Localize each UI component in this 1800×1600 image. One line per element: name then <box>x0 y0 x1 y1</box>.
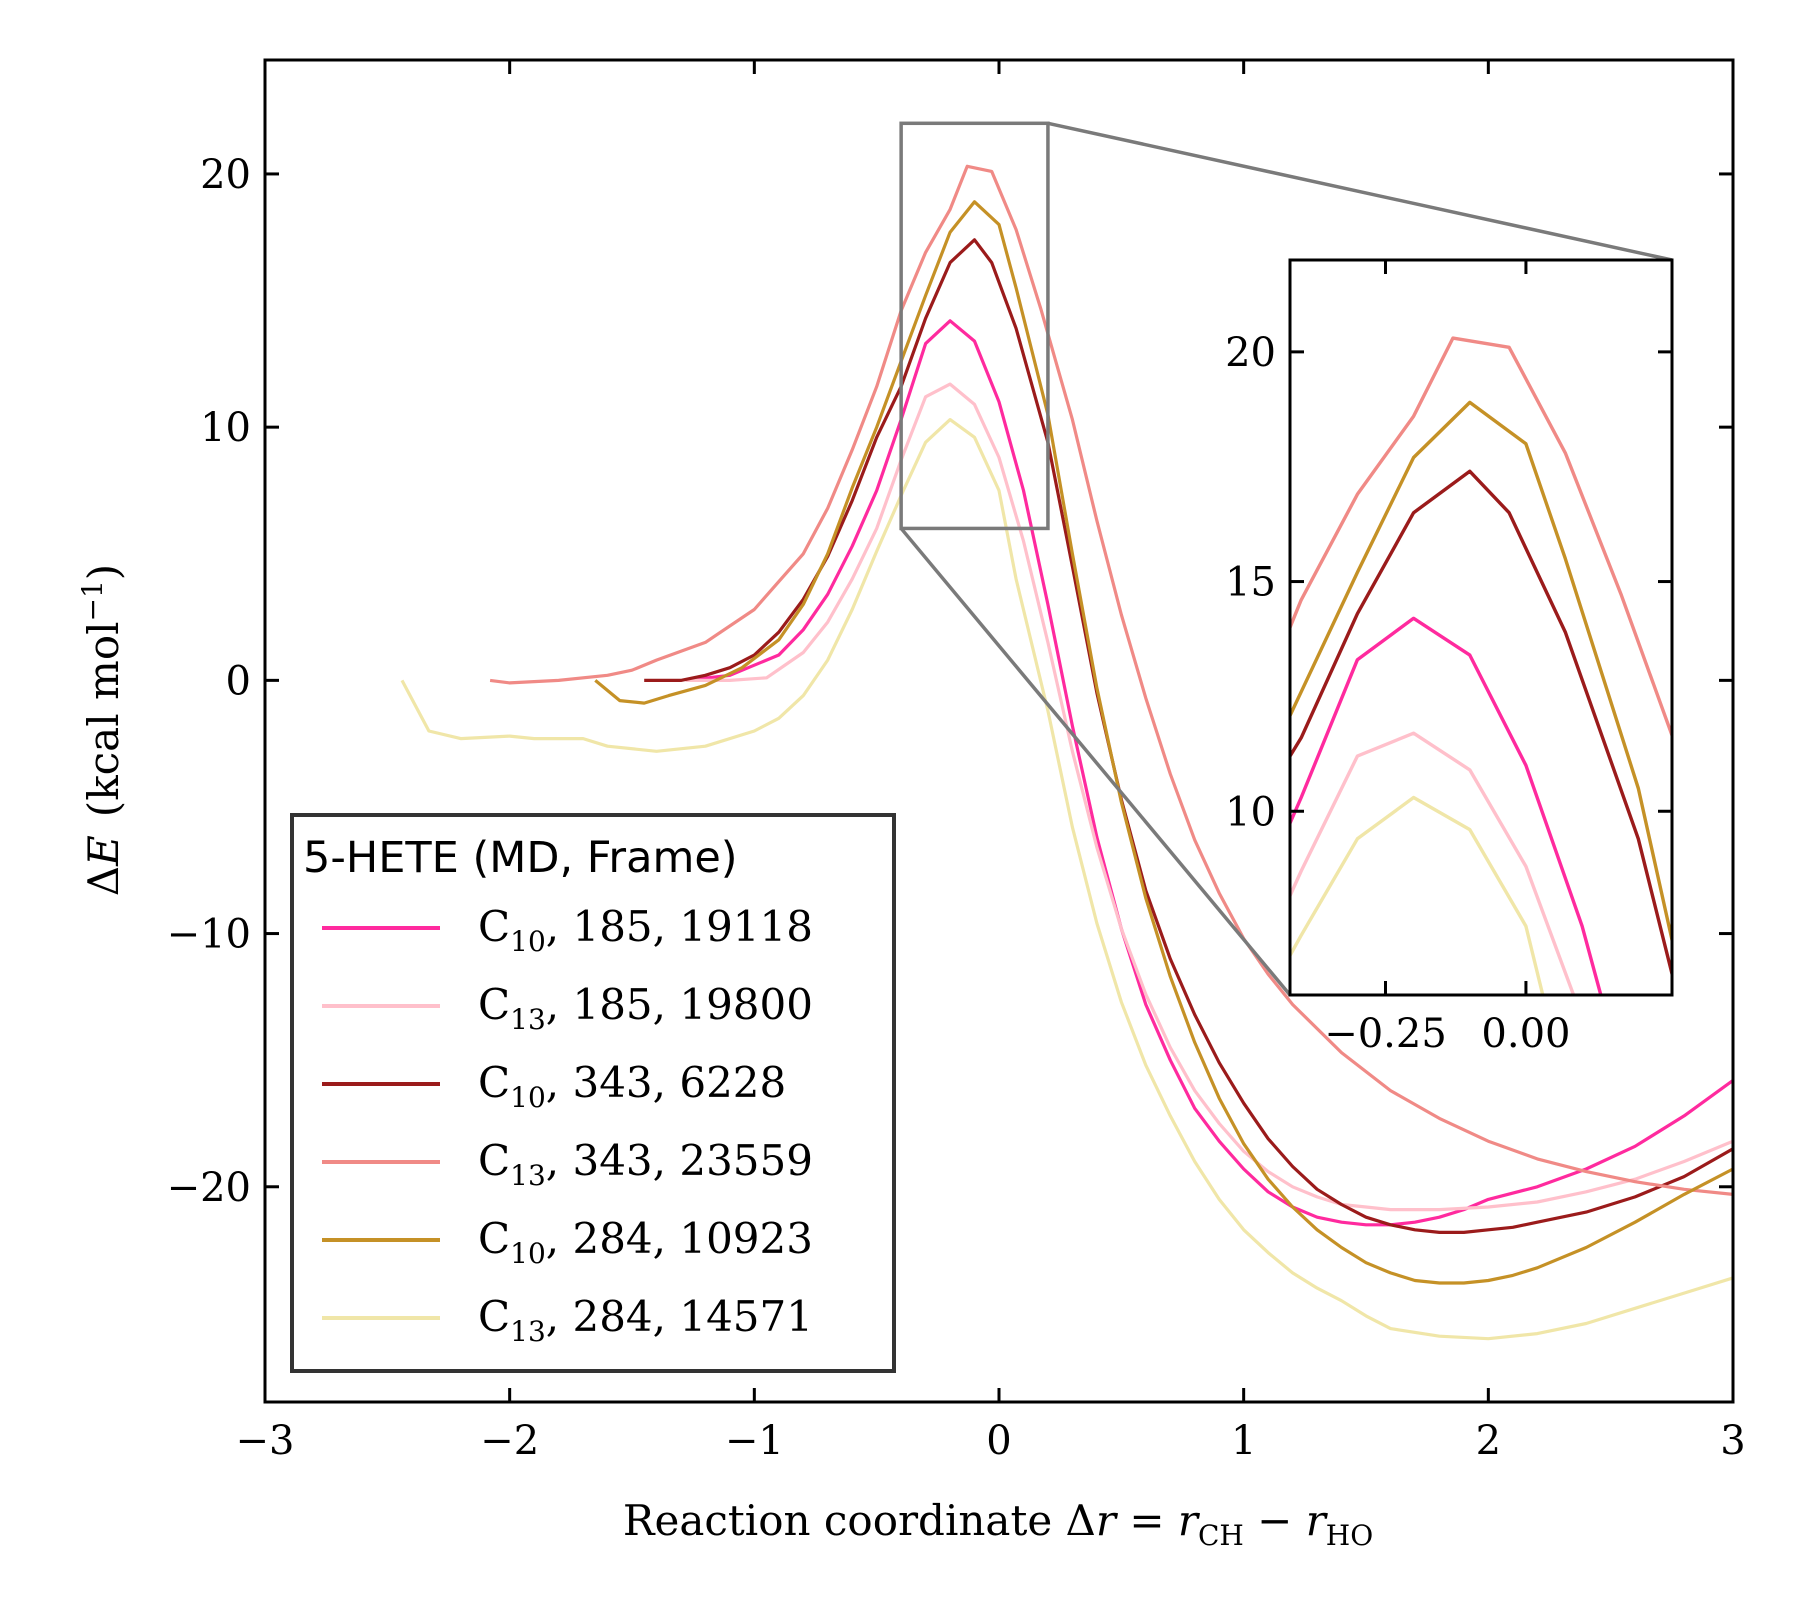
zoom-connector-top <box>1047 121 1673 262</box>
inset-series-line-4 <box>1290 336 1672 741</box>
legend: 5-HETE (MD, Frame) C10, 185, 19118 C13, 1… <box>290 813 896 1373</box>
legend-label-5: C10, 284, 10923 <box>478 1214 813 1270</box>
legend-label-4: C13, 343, 23559 <box>478 1136 813 1192</box>
y-axis-label: ΔE(kcal mol−1) <box>76 564 128 896</box>
series-line-4 <box>489 164 1733 1196</box>
legend-title: 5-HETE (MD, Frame) <box>303 833 738 883</box>
series-line-2 <box>685 382 1733 1212</box>
y-tick-label: −10 <box>167 912 251 958</box>
inset-y-tick-label: 15 <box>1225 560 1276 606</box>
zoom-indicator <box>899 121 1673 997</box>
inset-y-tick-label: 20 <box>1225 330 1276 376</box>
series-line-5 <box>594 200 1733 1285</box>
inset-frame <box>1288 258 1674 997</box>
y-tick-label: 10 <box>200 405 251 451</box>
legend-label-1: C10, 185, 19118 <box>478 902 813 958</box>
x-tick-label: 0 <box>986 1418 1011 1464</box>
x-tick-label: −1 <box>725 1418 784 1464</box>
x-tick-label: −2 <box>480 1418 539 1464</box>
x-tick-label: 1 <box>1231 1418 1256 1464</box>
y-tick-label: 20 <box>200 152 251 198</box>
inset-axis-ticks: −0.25 0.00 10 15 20 <box>1225 260 1672 1057</box>
zoom-box <box>899 121 1050 531</box>
y-tick-label: −20 <box>167 1165 251 1211</box>
main-series-lines <box>400 164 1733 1341</box>
x-tick-label: −3 <box>236 1418 295 1464</box>
legend-label-6: C13, 284, 14571 <box>478 1292 813 1348</box>
inset-plot: −0.25 0.00 10 15 20 <box>1225 258 1674 1057</box>
x-tick-label: 2 <box>1476 1418 1501 1464</box>
legend-entries: C10, 185, 19118 C13, 185, 19800 C10, 343, … <box>322 902 813 1348</box>
inset-x-tick-label: 0.00 <box>1481 1011 1570 1057</box>
x-axis-label: Reaction coordinate Δr = rCH − rHO <box>623 1496 1373 1552</box>
inset-x-tick-label: −0.25 <box>1324 1011 1447 1057</box>
inset-series-lines <box>1290 336 1672 995</box>
legend-label-2: C13, 185, 19800 <box>478 980 813 1036</box>
y-tick-label: 0 <box>226 658 251 704</box>
legend-label-3: C10, 343, 6228 <box>478 1058 786 1114</box>
series-line-6 <box>400 418 1733 1341</box>
legend-box <box>290 813 896 1373</box>
zoom-connector-bottom <box>899 527 1292 997</box>
inset-y-tick-label: 10 <box>1225 789 1276 835</box>
x-tick-label: 3 <box>1720 1418 1745 1464</box>
